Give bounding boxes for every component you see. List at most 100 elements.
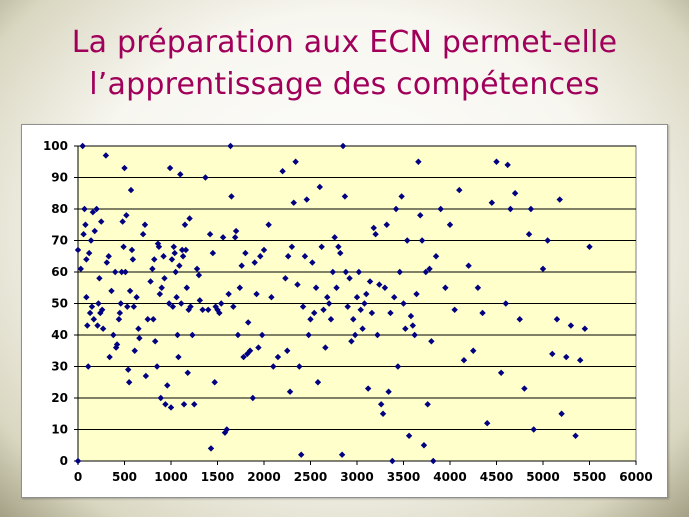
data-point xyxy=(296,363,303,370)
data-point xyxy=(488,199,496,206)
x-tick-label: 4500 xyxy=(480,470,513,484)
data-point xyxy=(227,142,234,150)
data-point xyxy=(288,243,296,250)
data-point xyxy=(122,268,129,276)
y-tick-label: 20 xyxy=(51,391,68,405)
data-point xyxy=(424,401,431,408)
data-point xyxy=(118,268,125,276)
data-point xyxy=(368,309,376,317)
data-point xyxy=(456,186,463,194)
data-point xyxy=(108,287,115,295)
data-point xyxy=(166,164,174,172)
data-point xyxy=(127,186,135,194)
data-point xyxy=(411,331,418,339)
data-point xyxy=(549,350,556,358)
data-point xyxy=(175,353,182,361)
data-point xyxy=(422,268,430,276)
data-point xyxy=(170,243,177,250)
data-point xyxy=(385,388,392,395)
data-point xyxy=(348,338,355,345)
slide-title: La préparation aux ECN permet-elle l’app… xyxy=(0,22,689,106)
data-point xyxy=(249,394,257,402)
data-point xyxy=(187,303,194,310)
data-point xyxy=(430,457,437,465)
data-point xyxy=(366,278,374,285)
data-point xyxy=(120,243,127,250)
data-point xyxy=(216,309,223,317)
data-point xyxy=(168,256,176,263)
data-point xyxy=(320,306,327,313)
data-point xyxy=(391,294,398,301)
data-point xyxy=(558,410,565,417)
data-point xyxy=(484,420,491,427)
data-point xyxy=(451,306,458,313)
data-point xyxy=(112,344,120,351)
data-point xyxy=(351,331,359,339)
data-point xyxy=(219,234,227,241)
data-point xyxy=(242,249,249,257)
data-point xyxy=(80,231,87,238)
data-point xyxy=(95,300,102,307)
data-point xyxy=(409,322,416,329)
data-point xyxy=(231,234,239,241)
data-point xyxy=(130,303,137,310)
data-point xyxy=(153,363,161,370)
data-point xyxy=(305,331,312,339)
data-point xyxy=(238,262,245,269)
data-point xyxy=(151,256,158,263)
y-tick-label: 0 xyxy=(60,454,68,468)
data-point xyxy=(131,347,138,354)
data-point xyxy=(165,300,173,307)
data-point xyxy=(474,284,482,291)
data-point xyxy=(381,284,389,291)
data-point xyxy=(85,363,92,370)
data-point xyxy=(125,366,132,373)
data-point xyxy=(162,401,169,408)
data-point xyxy=(124,303,131,310)
data-point xyxy=(199,306,206,313)
data-point xyxy=(155,243,163,250)
data-point xyxy=(553,316,561,323)
data-point xyxy=(230,303,237,310)
data-point xyxy=(350,316,357,323)
data-point xyxy=(331,234,338,241)
data-point xyxy=(324,294,331,301)
data-point xyxy=(126,287,134,295)
data-point xyxy=(413,290,420,298)
data-point xyxy=(129,256,137,263)
data-point xyxy=(572,432,579,439)
data-point xyxy=(402,325,409,332)
data-point xyxy=(172,268,179,276)
x-tick-label: 1500 xyxy=(201,470,234,484)
data-point xyxy=(428,338,435,345)
data-point xyxy=(290,199,297,206)
data-point xyxy=(274,353,282,361)
data-point xyxy=(322,344,329,351)
data-point xyxy=(567,322,575,329)
data-point xyxy=(121,164,128,172)
data-point xyxy=(539,265,547,273)
data-point xyxy=(117,300,124,307)
data-point xyxy=(357,306,364,313)
data-point xyxy=(253,290,260,298)
data-point xyxy=(502,300,509,307)
data-point xyxy=(84,322,91,329)
data-point xyxy=(405,432,413,439)
data-point xyxy=(196,297,204,304)
data-point xyxy=(460,357,468,364)
data-point xyxy=(407,312,415,320)
data-point xyxy=(225,290,232,298)
data-point xyxy=(236,284,244,291)
x-tick-label: 3500 xyxy=(387,470,420,484)
x-tick-label: 2000 xyxy=(247,470,280,484)
data-point xyxy=(181,221,189,228)
data-point xyxy=(110,331,117,339)
data-point xyxy=(183,284,191,291)
data-point xyxy=(202,174,209,181)
y-tick-label: 70 xyxy=(51,234,68,248)
data-point xyxy=(89,208,97,216)
y-tick-label: 50 xyxy=(51,297,68,311)
data-point xyxy=(105,253,112,260)
data-point xyxy=(139,231,147,238)
